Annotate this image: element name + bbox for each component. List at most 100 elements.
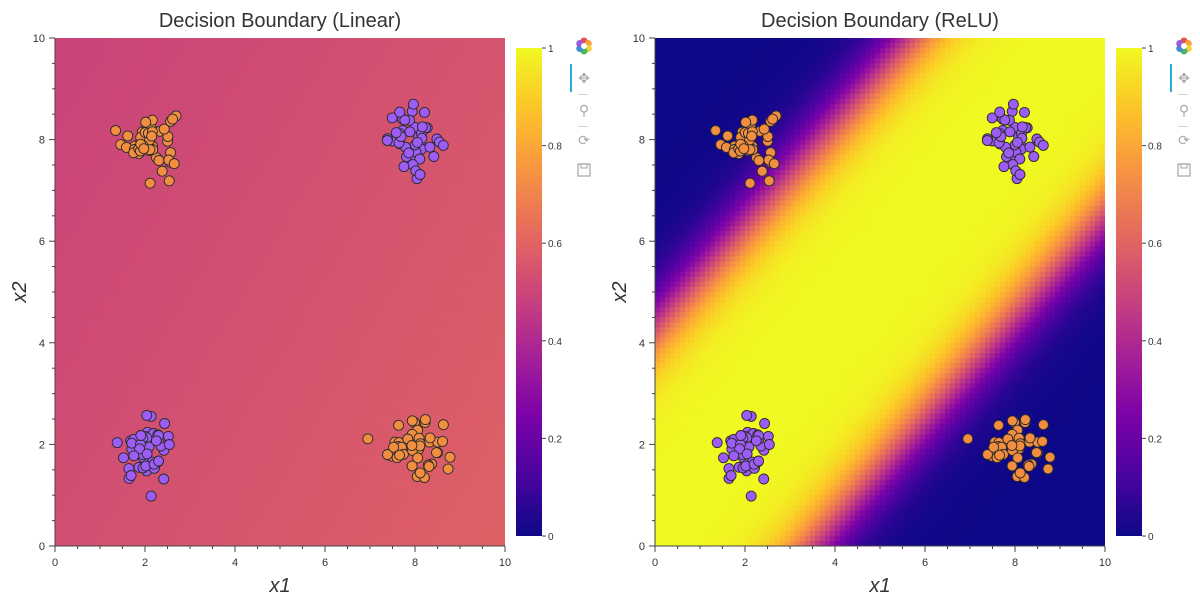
heatmap-cell [275,236,281,242]
heatmap-cell [265,241,271,247]
heatmap-cell [285,281,291,288]
heatmap-cell [125,114,131,120]
heatmap-cell [245,276,251,283]
heatmap-cell [265,139,271,146]
heatmap-cell [165,190,171,197]
heatmap-cell [70,271,76,278]
heatmap-cell [170,251,176,258]
heatmap-cell [170,231,176,237]
heatmap-cell [150,205,156,212]
heatmap-cell [60,530,66,537]
heatmap-cell [200,185,206,191]
heatmap-cell [230,302,236,308]
heatmap-cell [120,159,126,166]
heatmap-cell [270,469,276,476]
heatmap-cell [240,383,246,390]
heatmap-cell [65,342,71,349]
heatmap-cell [250,225,256,232]
heatmap-cell [230,261,236,268]
heatmap-cell [250,246,256,252]
heatmap-cell [255,510,261,517]
heatmap-cell [130,175,136,181]
heatmap-cell [255,68,261,75]
heatmap-cell [280,459,286,466]
heatmap-cell [275,495,281,501]
heatmap-cell [265,419,271,425]
heatmap-cell [245,505,251,512]
heatmap-cell [90,393,96,400]
heatmap-cell [70,276,76,283]
heatmap-cell [80,312,86,318]
heatmap-cell [130,271,136,278]
heatmap-cell [70,403,76,410]
heatmap-cell [195,424,201,430]
heatmap-cell [95,48,101,54]
heatmap-cell [130,479,136,486]
heatmap-cell [110,220,116,227]
heatmap-cell [200,352,206,359]
heatmap-cell [295,159,301,166]
heatmap-cell [125,225,131,232]
heatmap-cell [140,78,146,85]
heatmap-cell [135,124,141,131]
heatmap-cell [80,205,86,212]
heatmap-cell [195,408,201,415]
heatmap-cell [160,256,166,263]
heatmap-cell [140,170,146,176]
heatmap-cell [270,195,276,202]
heatmap-cell [180,495,186,501]
heatmap-cell [185,154,191,161]
heatmap-cell [95,180,101,186]
heatmap-cell [230,205,236,212]
heatmap-cell [85,307,91,313]
heatmap-cell [150,535,156,542]
heatmap-cell [120,43,126,49]
heatmap-cell [95,454,101,461]
heatmap-cell [255,215,261,222]
heatmap-cell [235,210,241,217]
heatmap-cell [175,485,181,491]
heatmap-cell [170,261,176,268]
heatmap-cell [150,185,156,191]
heatmap-cell [90,231,96,237]
heatmap-cell [145,38,151,44]
heatmap-cell [285,170,291,176]
heatmap-cell [80,129,86,136]
heatmap-cell [210,424,216,430]
heatmap-cell [150,48,156,54]
heatmap-cell [225,302,231,308]
heatmap-cell [250,73,256,80]
heatmap-cell [235,444,241,451]
heatmap-cell [265,520,271,527]
heatmap-cell [135,261,141,268]
heatmap-cell [155,104,161,110]
heatmap-cell [170,373,176,379]
heatmap-cell [180,378,186,385]
heatmap-cell [130,525,136,532]
heatmap-cell [55,530,61,537]
heatmap-cell [60,236,66,242]
heatmap-cell [80,525,86,532]
heatmap-cell [165,520,171,527]
heatmap-cell [195,479,201,486]
heatmap-cell [115,38,121,44]
heatmap-cell [295,180,301,186]
heatmap-cell [115,281,121,288]
heatmap-cell [165,459,171,466]
heatmap-cell [265,48,271,54]
heatmap-cell [90,490,96,496]
heatmap-cell [290,134,296,141]
heatmap-cell [185,454,191,461]
heatmap-cell [165,337,171,344]
heatmap-cell [110,337,116,344]
heatmap-cell [120,469,126,476]
heatmap-cell [170,144,176,151]
heatmap-cell [110,342,116,349]
heatmap-cell [165,358,171,364]
heatmap-cell [185,332,191,339]
heatmap-cell [275,170,281,176]
heatmap-cell [170,485,176,491]
heatmap-cell [95,170,101,176]
heatmap-cell [110,347,116,354]
